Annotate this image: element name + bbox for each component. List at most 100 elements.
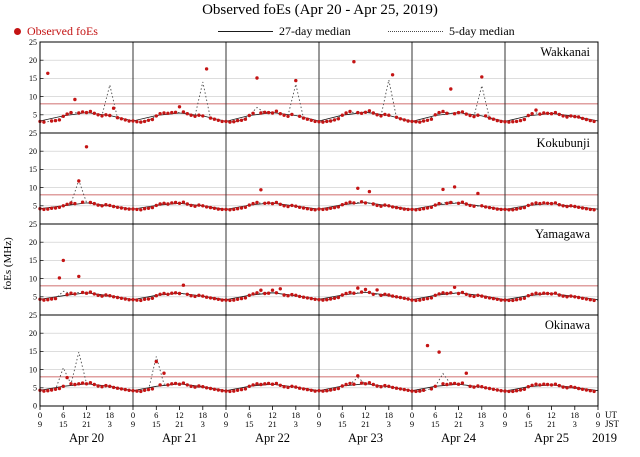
x-tick-label-jst: 3 bbox=[387, 419, 391, 429]
observed-dot bbox=[371, 202, 375, 206]
observed-dot bbox=[456, 291, 461, 296]
x-tick-label-jst: 15 bbox=[524, 419, 533, 429]
observed-dot bbox=[429, 387, 434, 391]
observed-dot bbox=[69, 201, 73, 205]
observed-dot bbox=[313, 208, 317, 212]
observed-dot bbox=[259, 288, 263, 292]
observed-dot bbox=[472, 114, 476, 119]
observed-dot bbox=[483, 205, 488, 209]
observed-dot bbox=[88, 381, 93, 385]
observed-dot bbox=[224, 389, 228, 393]
observed-dot bbox=[480, 75, 484, 79]
observed-dot bbox=[193, 385, 197, 389]
observed-dot bbox=[294, 385, 298, 389]
observed-dot bbox=[247, 203, 251, 207]
observed-dot bbox=[553, 110, 558, 115]
observed-dot bbox=[371, 382, 375, 387]
observed-dot bbox=[480, 204, 484, 208]
solid-line-icon bbox=[218, 30, 273, 32]
observed-dot bbox=[344, 382, 348, 387]
observed-dot bbox=[363, 201, 368, 205]
observed-dot bbox=[235, 118, 240, 123]
observed-dot bbox=[565, 295, 569, 299]
observed-dot bbox=[441, 187, 445, 192]
observed-dot bbox=[367, 189, 372, 194]
observed-dot bbox=[553, 291, 558, 295]
observed-dot bbox=[73, 97, 77, 102]
observed-dot bbox=[150, 296, 155, 300]
observed-dot bbox=[321, 120, 325, 124]
observed-dot bbox=[170, 382, 174, 386]
observed-dot bbox=[371, 111, 375, 115]
observed-dot bbox=[154, 114, 158, 118]
observed-dot bbox=[170, 291, 174, 295]
observed-dot bbox=[170, 110, 174, 115]
observed-dot bbox=[224, 207, 228, 212]
observed-dot bbox=[418, 298, 422, 302]
observed-dot bbox=[456, 110, 461, 115]
observed-dot bbox=[545, 382, 550, 387]
observed-dot bbox=[146, 118, 151, 123]
observed-dot bbox=[592, 119, 596, 124]
observed-dot bbox=[53, 296, 58, 301]
observed-dot bbox=[162, 111, 166, 115]
observed-dot bbox=[363, 110, 368, 115]
observed-dot bbox=[379, 293, 383, 297]
observed-dot bbox=[336, 295, 341, 300]
observed-dot bbox=[301, 206, 306, 210]
observed-dot bbox=[69, 382, 73, 386]
observed-dot bbox=[449, 200, 453, 205]
observed-dot bbox=[476, 191, 480, 196]
observed-dot bbox=[340, 113, 344, 117]
observed-dot bbox=[80, 290, 85, 295]
x-tick-label-jst: 15 bbox=[152, 419, 161, 429]
observed-dot-icon bbox=[14, 27, 21, 35]
observed-dot bbox=[437, 292, 441, 296]
observed-dot bbox=[131, 119, 135, 123]
observed-dot bbox=[545, 291, 550, 296]
observed-dot bbox=[123, 207, 128, 211]
observed-dot bbox=[73, 382, 77, 387]
observed-dot bbox=[65, 375, 69, 380]
observed-dot bbox=[181, 381, 186, 385]
observed-dot bbox=[561, 204, 565, 208]
observed-dot bbox=[232, 120, 236, 124]
observed-dot bbox=[108, 203, 112, 208]
observed-dot bbox=[135, 298, 139, 302]
observed-dot bbox=[526, 113, 530, 118]
x-tick-label-ut: 6 bbox=[247, 410, 251, 420]
observed-dot bbox=[344, 201, 348, 205]
observed-dot bbox=[247, 113, 251, 118]
x-tick-label-jst: 21 bbox=[82, 419, 91, 429]
legend-median5: 5-day median bbox=[388, 23, 515, 39]
observed-dot bbox=[429, 296, 434, 300]
observed-dot bbox=[340, 293, 344, 297]
observed-dot bbox=[375, 288, 379, 292]
observed-dot bbox=[402, 296, 406, 300]
observed-dot bbox=[359, 381, 364, 385]
observed-dot bbox=[410, 298, 414, 302]
observed-dot bbox=[239, 118, 244, 123]
observed-dot bbox=[139, 120, 143, 124]
observed-dot bbox=[197, 203, 201, 207]
observed-dot bbox=[154, 294, 158, 298]
observed-dot bbox=[569, 294, 573, 298]
observed-dot bbox=[348, 290, 352, 295]
observed-dot bbox=[92, 382, 97, 387]
observed-dot bbox=[433, 203, 437, 207]
observed-dot bbox=[390, 294, 395, 298]
observed-dot bbox=[259, 188, 263, 192]
observed-dot bbox=[514, 207, 519, 211]
legend-observed-label: Observed foEs bbox=[27, 23, 98, 38]
observed-dot bbox=[158, 112, 162, 116]
observed-dot bbox=[313, 297, 317, 301]
observed-dot bbox=[297, 386, 302, 390]
observed-dot bbox=[584, 388, 589, 392]
observed-dot bbox=[379, 385, 383, 389]
observed-dot bbox=[445, 111, 449, 116]
observed-dot bbox=[201, 294, 205, 298]
observed-dot bbox=[464, 292, 468, 296]
y-tick-label: 20 bbox=[29, 56, 37, 65]
observed-dot bbox=[387, 384, 391, 388]
observed-dot bbox=[367, 109, 372, 113]
